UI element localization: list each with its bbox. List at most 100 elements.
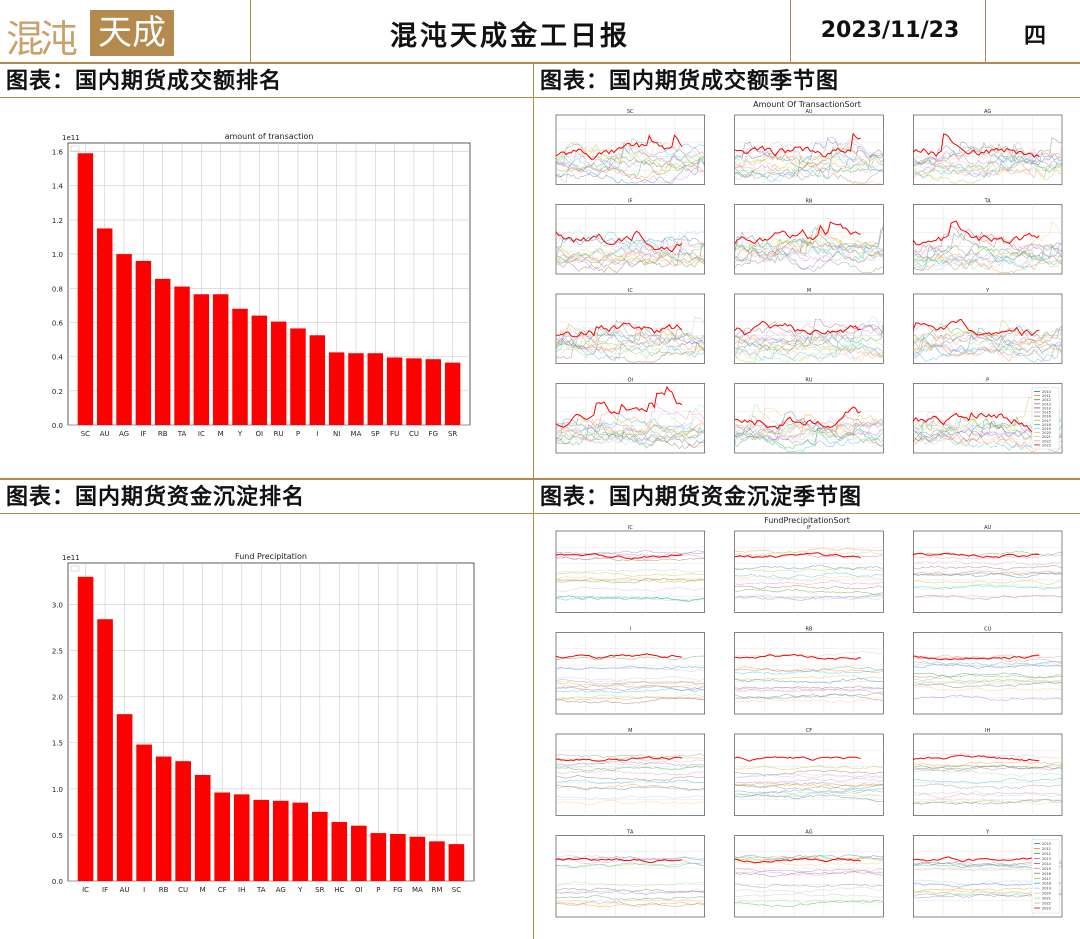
series-line [734,580,884,586]
legend-box [1031,839,1060,914]
x-tick-label: CF [218,886,227,894]
series-line [555,862,705,869]
series-line [734,429,884,448]
subplot-title: P [986,378,989,384]
bar [136,744,152,881]
series-line [734,585,884,590]
x-tick-label: SP [371,430,380,438]
y-tick-label: 2.0 [52,694,63,702]
series-line [734,228,884,256]
series-line [913,225,1063,255]
bar [429,841,445,881]
x-tick-label: M [200,886,206,894]
series-line [555,253,705,267]
subplot-title: M [807,288,811,294]
series-line [734,651,884,658]
subplot-title: AG [984,109,991,115]
series-line [734,414,884,437]
series-line [913,221,1063,256]
x-tick-label: FG [429,430,438,438]
bar [174,286,190,425]
subplot-area [734,204,884,275]
x-tick-label: I [316,430,318,438]
y-tick-label: 1.0 [52,251,63,259]
series-line [555,244,705,265]
subplot-title: AG [805,830,812,836]
fund-seasonal-chart: FundPrecipitationSort IC IF AU I RB CU M CF IH TA A… [555,516,1063,918]
series-line [555,239,705,271]
series-line [734,666,884,674]
report-date: 2023/11/23 [820,18,960,43]
legend-label: 2010 [1042,842,1051,846]
series-line [913,856,1040,862]
series-line [555,385,683,428]
subplot-title: Y [985,288,990,294]
series-line [913,554,1063,560]
x-tick-label: MA [412,886,423,894]
series-line [734,406,861,430]
chart-title: FundPrecipitationSort [764,516,850,525]
series-line [555,240,705,266]
x-tick-label: SR [315,886,324,894]
series-line [734,145,884,183]
series-line [555,416,705,437]
series-line [734,693,884,701]
company-logo: 混沌 天成 [0,4,180,61]
bar [409,836,426,881]
subplot-title: AU [805,109,812,115]
series-line [913,584,1063,590]
series-line [913,681,1063,688]
series-line [913,583,1063,590]
y-tick-label: 3.0 [52,601,63,609]
series-line [555,678,705,685]
subplot-title: TA [984,199,992,205]
y-tick-label: 1.4 [52,183,64,191]
fund-bar-chart: 0.0 0.5 1.0 1.5 2.0 2.5 3.0 IC IF AU I RB CU M CF IH TA A… [52,552,475,894]
series-line [913,328,1063,356]
x-tick-label: RM [431,886,442,894]
series-line [555,887,705,893]
series-line [555,800,705,805]
series-line [555,888,705,894]
series-line [734,765,884,770]
series-line [734,769,884,776]
series-line [734,698,884,703]
series-line [734,756,861,762]
legend-label: 2018 [1042,882,1051,886]
legend-label: 2017 [1042,419,1051,423]
series-line [556,854,705,862]
x-tick-label: TA [256,886,266,894]
series-line [734,784,884,790]
series-line [913,765,1063,770]
legend-label: 2023 [1042,443,1051,447]
series-line [913,160,1063,179]
series-line [734,886,884,893]
series-line [555,411,705,442]
x-tick-label: AU [120,886,130,894]
y-tick-label: 0.0 [52,422,63,430]
series-line [913,766,1063,772]
bar [175,761,191,881]
series-line [734,669,884,675]
legend-label: 2015 [1042,867,1051,871]
series-line [913,156,1063,179]
legend-label: 2011 [1042,394,1051,398]
y-tick-label: 0.8 [52,285,63,293]
series-line [555,326,705,349]
series-line [555,552,705,557]
x-tick-label: IC [198,430,205,438]
series-line [555,575,705,582]
chart-title: Amount Of TransactionSort [753,100,861,109]
logo-badge: 天成 [90,10,174,56]
series-line [555,688,705,694]
legend-label: 2020 [1042,892,1051,896]
series-line [913,654,1063,660]
legend-box [1031,387,1060,450]
series-line [734,782,884,789]
x-tick-label: CU [409,430,419,438]
series-line [734,855,884,862]
series-line [734,571,884,579]
series-line [734,575,884,582]
report-header: 混沌 天成 混沌天成金工日报 2023/11/23 四 [0,0,1080,64]
series-line [913,761,1063,767]
